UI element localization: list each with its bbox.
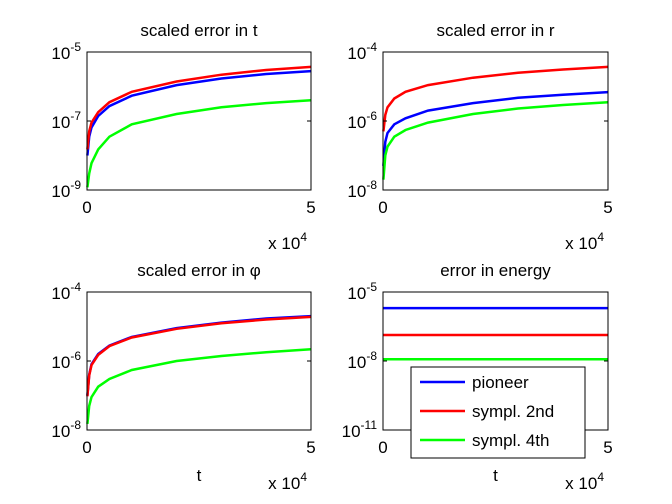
legend-label: pioneer [472, 373, 529, 392]
series-line [382, 90, 609, 166]
series-line [382, 100, 609, 180]
y-tick-label: 10-6 [347, 109, 377, 132]
x-tick-label: 0 [82, 438, 91, 457]
x-multiplier: x 104 [268, 230, 307, 253]
y-tick-label: 10-11 [342, 418, 378, 441]
plot-area [87, 52, 311, 190]
x-tick-label: 5 [306, 198, 315, 217]
chart-title: error in energy [440, 261, 551, 280]
chart-title: scaled error in r [436, 21, 554, 40]
series-line [382, 65, 609, 132]
plot-area [87, 292, 311, 430]
x-multiplier: x 104 [565, 230, 604, 253]
y-tick-label: 10-7 [51, 109, 81, 132]
y-tick-label: 10-5 [51, 40, 81, 63]
x-multiplier: x 104 [268, 470, 307, 493]
x-tick-label: 0 [378, 198, 387, 217]
series-line [86, 65, 312, 150]
x-tick-label: 5 [603, 438, 612, 457]
y-tick-label: 10-4 [51, 280, 81, 303]
y-tick-label: 10-6 [51, 349, 81, 372]
y-tick-label: 10-4 [347, 40, 377, 63]
x-tick-label: 5 [603, 198, 612, 217]
x-multiplier: x 104 [565, 470, 604, 493]
y-tick-label: 10-8 [347, 349, 377, 372]
legend-label: sympl. 4th [472, 431, 549, 450]
y-tick-label: 10-9 [51, 178, 81, 201]
y-tick-label: 10-8 [347, 178, 377, 201]
series-line [86, 98, 312, 188]
y-tick-label: 10-8 [51, 418, 81, 441]
legend-label: sympl. 2nd [472, 402, 554, 421]
x-tick-label: 0 [82, 198, 91, 217]
x-tick-label: 0 [378, 438, 387, 457]
series-line [86, 347, 312, 425]
x-tick-label: 5 [306, 438, 315, 457]
y-tick-label: 10-5 [347, 280, 377, 303]
chart-title: scaled error in t [140, 21, 257, 40]
x-axis-label: t [493, 466, 498, 485]
x-axis-label: t [197, 466, 202, 485]
series-line [86, 315, 312, 397]
chart-title: scaled error in φ [137, 261, 260, 280]
plot-area [383, 52, 608, 190]
